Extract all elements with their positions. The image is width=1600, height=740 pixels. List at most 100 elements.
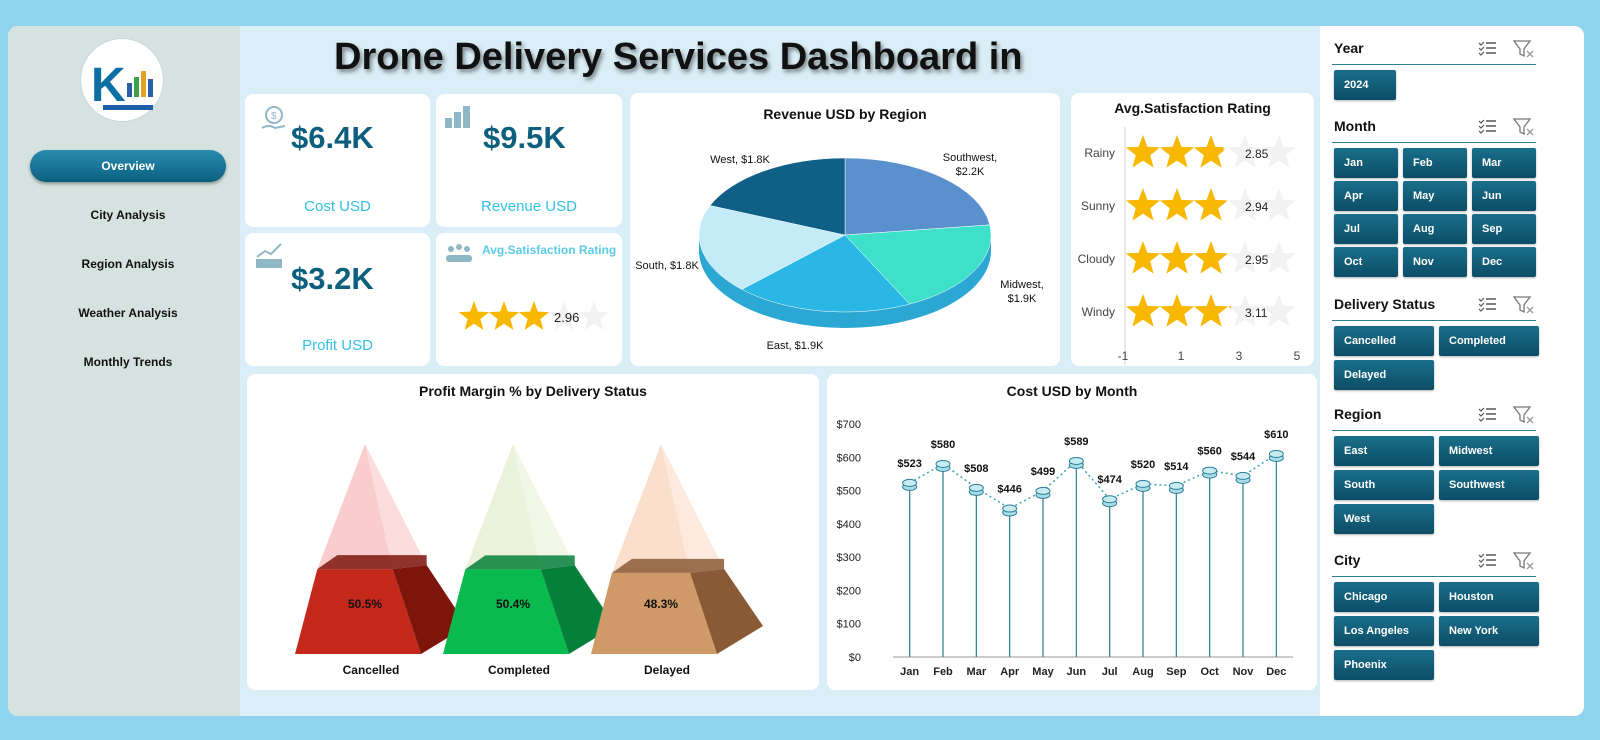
- sat-rainy-star-empty: [1261, 135, 1297, 168]
- line-series-cost: [909, 453, 1277, 510]
- sat-sunny-star-empty: [1261, 188, 1297, 221]
- sat-category-label: Cloudy: [1078, 252, 1115, 266]
- slicer-button-mar[interactable]: Mar: [1472, 148, 1536, 178]
- kpi-label-profit: Profit USD: [302, 337, 373, 354]
- slicer-toolbar: [1478, 40, 1534, 58]
- slicer-toolbar: [1478, 296, 1534, 314]
- pie-slice-east: [741, 234, 911, 313]
- clear-filter-icon[interactable]: [1512, 296, 1534, 314]
- slicer-button-midwest[interactable]: Midwest: [1439, 436, 1539, 466]
- slicer-button-oct[interactable]: Oct: [1334, 247, 1398, 277]
- logo: K: [80, 38, 164, 122]
- nav-item-monthly-trends[interactable]: Monthly Trends: [83, 355, 173, 369]
- multi-select-icon[interactable]: [1478, 407, 1496, 422]
- slicer-divider: [1332, 64, 1536, 65]
- slicer-title-delivery-status: Delivery Status: [1334, 296, 1436, 312]
- line-point-coin: [1202, 466, 1218, 479]
- slicer-toolbar: [1478, 406, 1534, 424]
- line-y-tick: $600: [837, 452, 861, 464]
- kpi-star-filled: [488, 301, 520, 330]
- sat-sunny-star-filled: [1159, 188, 1195, 221]
- pyramid-category-label: Delayed: [644, 663, 690, 677]
- clear-filter-icon[interactable]: [1512, 40, 1534, 58]
- slicer-button-delayed[interactable]: Delayed: [1334, 360, 1434, 390]
- line-y-tick: $200: [837, 585, 861, 597]
- chart-title-satisfaction: Avg.Satisfaction Rating: [1114, 100, 1271, 116]
- slicer-button-completed[interactable]: Completed: [1439, 326, 1539, 356]
- svg-text:$1.9K: $1.9K: [1008, 293, 1037, 305]
- multi-select-icon[interactable]: [1478, 553, 1496, 568]
- slicer-button-feb[interactable]: Feb: [1403, 148, 1467, 178]
- sat-rainy-star-filled: [1159, 135, 1195, 168]
- slicer-button-east[interactable]: East: [1334, 436, 1434, 466]
- nav-item-region-analysis[interactable]: Region Analysis: [81, 257, 175, 271]
- star-bar-chart: Rainy 2.85 Sunny 2.94 Cloudy 2.95 Windy 3.11 -1 1…: [1078, 127, 1301, 365]
- pie-label-south: South, $1.8K: [635, 260, 699, 272]
- slicer-button-new-york[interactable]: New York: [1439, 616, 1539, 646]
- kpi-card-satisfaction: Avg.Satisfaction Rating 2.96: [436, 233, 622, 366]
- slicer-title-region: Region: [1334, 406, 1382, 422]
- line-point-coin: [1102, 495, 1118, 508]
- slicer-button-may[interactable]: May: [1403, 181, 1467, 211]
- nav-item-weather-analysis[interactable]: Weather Analysis: [78, 306, 178, 320]
- line-x-tick: Jan: [900, 666, 919, 678]
- slicer-button-sep[interactable]: Sep: [1472, 214, 1536, 244]
- line-value-label: $446: [997, 484, 1021, 496]
- svg-text:K: K: [91, 59, 126, 112]
- line-value-label: $544: [1231, 451, 1256, 463]
- slicer-button-phoenix[interactable]: Phoenix: [1334, 650, 1434, 680]
- slicer-button-jun[interactable]: Jun: [1472, 181, 1536, 211]
- slicer-button-southwest[interactable]: Southwest: [1439, 470, 1539, 500]
- sat-value-label: 2.95: [1245, 253, 1269, 267]
- chart-profit-margin: Profit Margin % by Delivery Status 50.5%…: [247, 374, 819, 690]
- sat-cloudy-star-filled: [1125, 241, 1161, 274]
- slicer-button-nov[interactable]: Nov: [1403, 247, 1467, 277]
- kpi-value-profit: $3.2K: [291, 261, 374, 296]
- slicer-button-houston[interactable]: Houston: [1439, 582, 1539, 612]
- sat-windy-star-filled: [1159, 294, 1195, 327]
- line-point-coin: [1135, 479, 1151, 492]
- slicer-button-cancelled[interactable]: Cancelled: [1334, 326, 1434, 356]
- line-point-coin: [935, 459, 951, 472]
- slicer-button-jan[interactable]: Jan: [1334, 148, 1398, 178]
- pyramid-value-label: 50.5%: [348, 597, 382, 611]
- slicer-button-south[interactable]: South: [1334, 470, 1434, 500]
- pie-label-southwest: Southwest, $2.2K: [943, 152, 997, 178]
- kpi-star-rating: 2.96: [458, 301, 610, 330]
- slicer-button-chicago[interactable]: Chicago: [1334, 582, 1434, 612]
- kpi-label-satisfaction: Avg.Satisfaction Rating: [482, 243, 617, 257]
- profit-chart-icon: [256, 243, 282, 268]
- slicer-button-los-angeles[interactable]: Los Angeles: [1334, 616, 1434, 646]
- slicer-button-dec[interactable]: Dec: [1472, 247, 1536, 277]
- multi-select-icon[interactable]: [1478, 297, 1496, 312]
- slicer-title-month: Month: [1334, 118, 1376, 134]
- multi-select-icon[interactable]: [1478, 119, 1496, 134]
- kpi-card-cost: $ $6.4K Cost USD: [245, 94, 430, 227]
- kpi-label-revenue: Revenue USD: [481, 198, 577, 215]
- nav-item-city-analysis[interactable]: City Analysis: [90, 208, 166, 222]
- clear-filter-icon[interactable]: [1512, 118, 1534, 136]
- slicer-button-aug[interactable]: Aug: [1403, 214, 1467, 244]
- line-point-coin: [968, 483, 984, 496]
- clear-filter-icon[interactable]: [1512, 552, 1534, 570]
- sat-windy-star-empty: [1261, 294, 1297, 327]
- line-point-coin: [1002, 504, 1018, 517]
- clear-filter-icon[interactable]: [1512, 406, 1534, 424]
- slicer-button-west[interactable]: West: [1334, 504, 1434, 534]
- slicer-button-jul[interactable]: Jul: [1334, 214, 1398, 244]
- multi-select-icon[interactable]: [1478, 41, 1496, 56]
- svg-text:$2.2K: $2.2K: [956, 166, 985, 178]
- slicer-button-2024[interactable]: 2024: [1334, 70, 1396, 100]
- sat-windy-star-filled: [1193, 294, 1229, 327]
- coins-stack-icon: [445, 106, 470, 128]
- sat-rainy-star-empty: [1227, 135, 1263, 168]
- sat-rainy-star-filled: [1193, 135, 1224, 168]
- pyramid-delayed: [591, 444, 763, 654]
- slicer-button-apr[interactable]: Apr: [1334, 181, 1398, 211]
- slicer-divider: [1332, 576, 1536, 577]
- line-point-coin: [1235, 471, 1251, 484]
- kpi-value-revenue: $9.5K: [483, 120, 566, 155]
- sat-cloudy-star-empty: [1261, 241, 1297, 274]
- nav-item-overview[interactable]: Overview: [30, 150, 226, 182]
- line-value-label: $514: [1164, 461, 1189, 473]
